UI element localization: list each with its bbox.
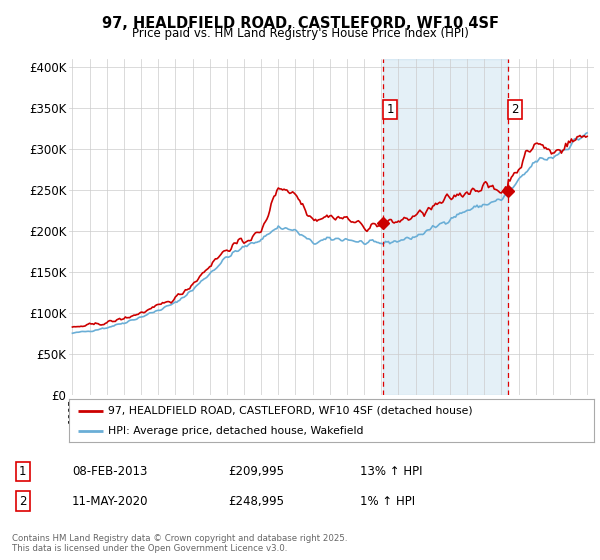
Text: HPI: Average price, detached house, Wakefield: HPI: Average price, detached house, Wake… <box>109 426 364 436</box>
Text: 11-MAY-2020: 11-MAY-2020 <box>72 494 149 508</box>
Text: 97, HEALDFIELD ROAD, CASTLEFORD, WF10 4SF (detached house): 97, HEALDFIELD ROAD, CASTLEFORD, WF10 4S… <box>109 405 473 416</box>
Text: 2: 2 <box>511 103 518 116</box>
Text: Price paid vs. HM Land Registry's House Price Index (HPI): Price paid vs. HM Land Registry's House … <box>131 27 469 40</box>
Bar <box>383 59 508 395</box>
Text: £209,995: £209,995 <box>228 465 284 478</box>
Text: 1: 1 <box>19 465 26 478</box>
Text: £248,995: £248,995 <box>228 494 284 508</box>
Text: 1% ↑ HPI: 1% ↑ HPI <box>360 494 415 508</box>
Text: 1: 1 <box>386 103 394 116</box>
Text: Contains HM Land Registry data © Crown copyright and database right 2025.
This d: Contains HM Land Registry data © Crown c… <box>12 534 347 553</box>
Text: 2: 2 <box>19 494 26 508</box>
Text: 97, HEALDFIELD ROAD, CASTLEFORD, WF10 4SF: 97, HEALDFIELD ROAD, CASTLEFORD, WF10 4S… <box>101 16 499 31</box>
Text: 08-FEB-2013: 08-FEB-2013 <box>72 465 148 478</box>
Text: 13% ↑ HPI: 13% ↑ HPI <box>360 465 422 478</box>
